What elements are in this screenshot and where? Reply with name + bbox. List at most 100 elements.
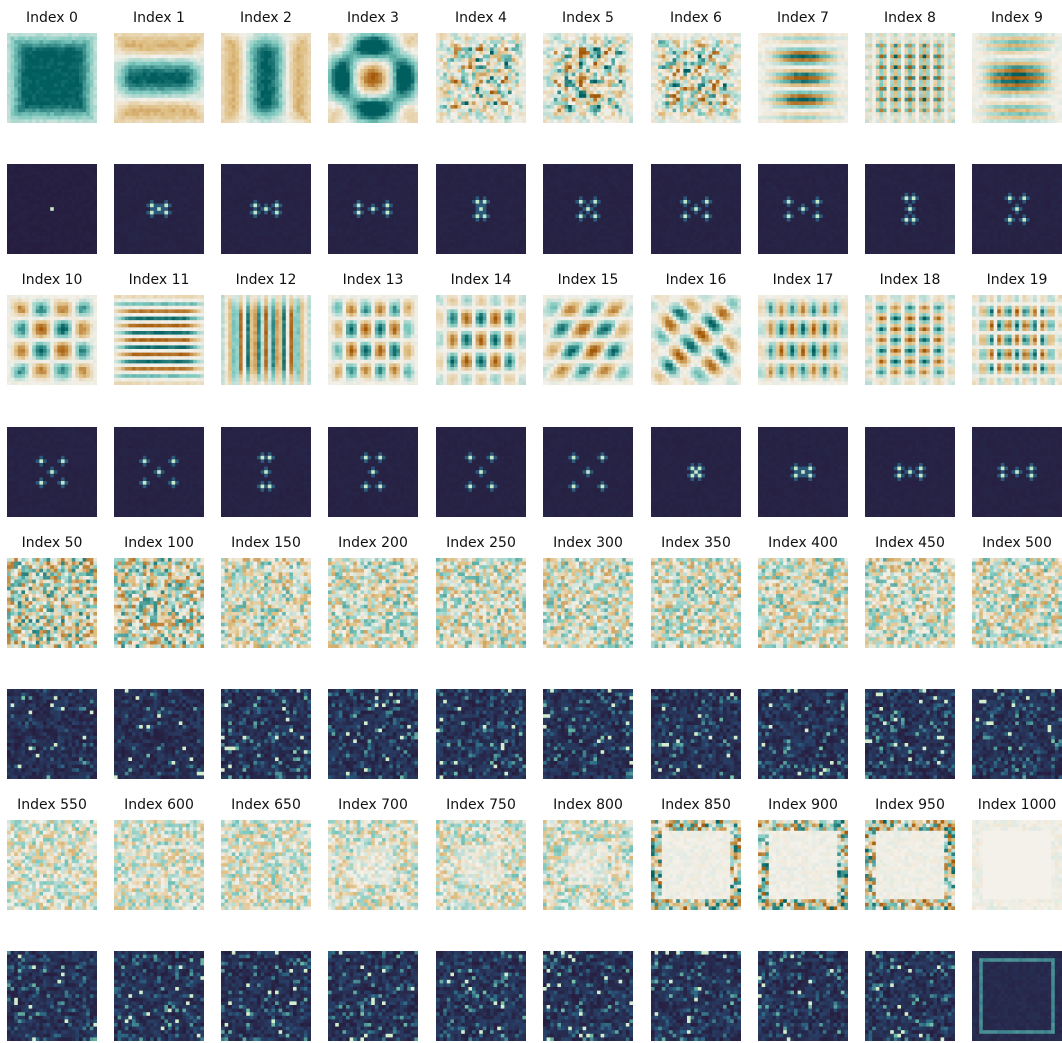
spectrum-cell	[142, 218, 147, 222]
pattern-cell	[389, 36, 394, 41]
pattern-cell	[378, 51, 383, 55]
pattern-cell	[400, 58, 404, 63]
spectrum-cell	[385, 236, 390, 240]
pattern-cell	[282, 76, 287, 81]
pattern-cell	[382, 101, 386, 106]
pattern-cell	[293, 51, 297, 55]
pattern-cell	[10, 83, 15, 88]
spectrum-cell	[367, 250, 372, 254]
spectrum-cell	[235, 236, 240, 240]
spectrum-cell	[239, 207, 243, 212]
spectrum-cell	[186, 236, 190, 240]
spectrum-cell	[89, 171, 94, 176]
pattern-cell	[246, 72, 251, 77]
spectrum-cell	[407, 167, 412, 172]
pattern-cell	[82, 79, 87, 84]
spectrum-cell	[71, 232, 76, 237]
pattern-cell	[39, 69, 44, 73]
pattern-cell	[374, 54, 379, 59]
spectrum-cell	[293, 200, 297, 204]
spectrum-cell	[371, 167, 376, 172]
pattern-cell	[160, 61, 165, 66]
spectrum-cell	[303, 207, 308, 212]
spectrum-cell	[224, 228, 229, 233]
spectrum-cell	[353, 182, 358, 186]
spectrum-cell	[153, 182, 158, 186]
pattern-cell	[275, 61, 279, 66]
pattern-cell	[139, 72, 144, 77]
pattern-cell	[249, 65, 254, 70]
spectrum-cell	[356, 182, 361, 186]
pattern-cell	[150, 101, 154, 106]
spectrum-cell	[260, 164, 265, 168]
spectrum-cell	[68, 196, 73, 201]
pattern-cell	[342, 119, 347, 123]
pattern-cell	[71, 90, 76, 95]
pattern-cell	[360, 58, 365, 63]
spectrum-cell	[257, 246, 261, 251]
spectrum-cell	[410, 236, 415, 240]
pattern-cell	[61, 36, 65, 41]
spectrum-cell	[410, 210, 415, 215]
pattern-cell	[53, 40, 58, 45]
spectrum-cell	[296, 239, 301, 244]
spectrum-cell	[128, 225, 133, 230]
spectrum-cell	[121, 236, 126, 240]
pattern-cell	[139, 51, 144, 55]
spectrum-cell	[150, 192, 154, 197]
pattern-cell	[356, 115, 361, 120]
spectrum-cell	[75, 189, 80, 194]
pattern-cell	[46, 40, 51, 45]
spectrum-cell	[389, 243, 394, 248]
spectrum-cell	[157, 196, 162, 201]
pattern-cell	[389, 79, 394, 84]
pattern-cell	[64, 33, 69, 37]
pattern-cell	[71, 108, 76, 113]
pattern-cell	[25, 112, 29, 117]
spectrum-cell	[10, 221, 15, 226]
spectrum-cell	[307, 192, 311, 197]
spectrum-cell	[371, 243, 376, 248]
spectrum-cell	[28, 250, 33, 254]
spectrum-cell	[356, 218, 361, 222]
spectrum-cell	[196, 178, 201, 183]
spectrum-cell	[146, 210, 151, 215]
spectrum-cell	[114, 221, 118, 226]
pattern-cell	[342, 94, 347, 99]
spectrum-cell	[239, 164, 243, 168]
pattern-cell	[171, 36, 176, 41]
spectrum-cell	[25, 236, 29, 240]
spectrum-cell	[249, 243, 254, 248]
spectrum-cell	[46, 192, 51, 197]
spectrum-cell	[171, 225, 176, 230]
pattern-cell	[168, 115, 172, 120]
pattern-cell	[349, 115, 354, 120]
spectrum-cell	[403, 196, 408, 201]
pattern-cell	[21, 65, 26, 70]
pattern-cell	[346, 115, 350, 120]
spectrum-cell	[193, 250, 198, 254]
spectrum-cell	[278, 246, 283, 251]
pattern-cell	[392, 51, 397, 55]
pattern-cell	[356, 36, 361, 41]
pattern-cell	[168, 108, 172, 113]
spectrum-cell	[267, 246, 272, 251]
pattern-cell	[346, 61, 350, 66]
pattern-cell	[385, 87, 390, 91]
pattern-cell	[264, 83, 269, 88]
pattern-cell	[246, 119, 251, 123]
pattern-cell	[389, 108, 394, 113]
spectrum-cell	[142, 232, 147, 237]
spectrum-cell	[300, 246, 305, 251]
pattern-cell	[235, 47, 240, 52]
spectrum-cell	[53, 232, 58, 237]
spectrum-cell	[293, 207, 297, 212]
spectrum-cell	[410, 200, 415, 204]
pattern-cell	[28, 79, 33, 84]
spectrum-cell	[260, 225, 265, 230]
spectrum-cell	[285, 178, 290, 183]
pattern-cell	[389, 47, 394, 52]
spectrum-cell	[389, 232, 394, 237]
spectrum-cell	[71, 192, 76, 197]
pattern-cell	[328, 112, 332, 117]
